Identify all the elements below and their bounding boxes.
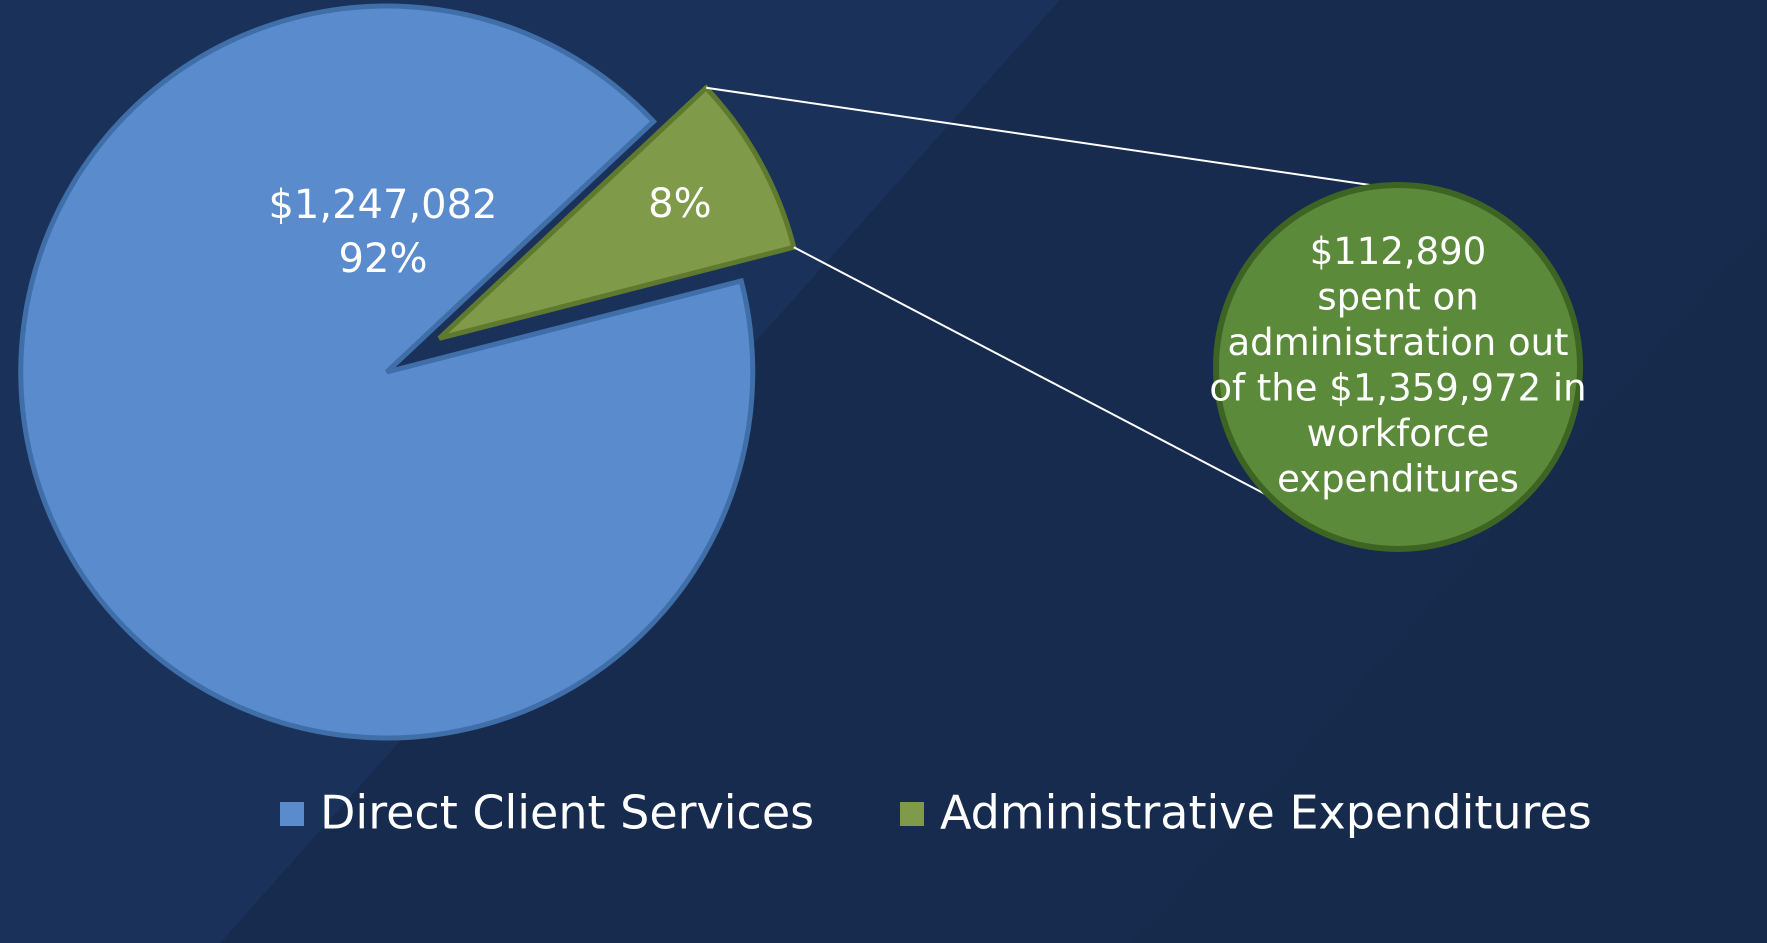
- legend-marker: [280, 802, 304, 826]
- legend-label: Direct Client Services: [320, 786, 814, 840]
- data-label: 8%: [648, 181, 711, 227]
- data-label: 92%: [339, 236, 428, 282]
- annotation-line: of the $1,359,972 in: [1209, 366, 1586, 409]
- legend-marker: [900, 802, 924, 826]
- legend-label: Administrative Expenditures: [940, 786, 1592, 840]
- annotation-line: spent on: [1317, 275, 1478, 318]
- data-label: $1,247,082: [268, 182, 497, 228]
- annotation-line: expenditures: [1277, 457, 1519, 500]
- callout-circle: [1213, 182, 1583, 552]
- annotation-line: administration out: [1227, 321, 1568, 364]
- pie-slice: [18, 3, 756, 741]
- annotation-line: $112,890: [1310, 230, 1487, 273]
- connector-line: [705, 86, 1371, 186]
- annotation-line: workforce: [1307, 412, 1490, 455]
- pie-slice: [437, 84, 797, 341]
- background-band: [1130, 220, 1767, 943]
